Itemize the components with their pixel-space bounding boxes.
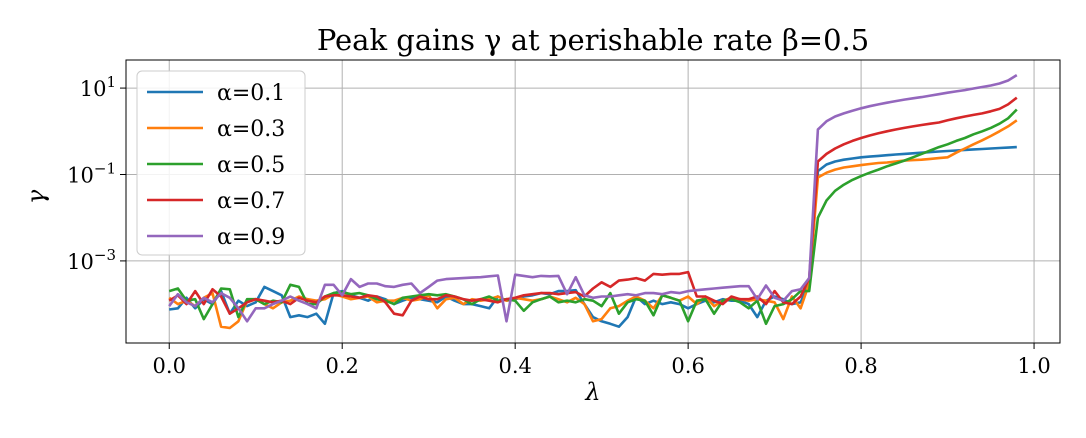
- x-tick-label: 0.4: [498, 354, 531, 378]
- series-line: [168, 119, 1018, 330]
- y-tick-label: 101: [80, 73, 116, 101]
- legend-label: α=0.5: [217, 153, 285, 178]
- legend-label: α=0.9: [217, 225, 285, 250]
- y-tick-label: 10−1: [67, 159, 116, 187]
- legend-label: α=0.3: [217, 117, 285, 142]
- y-tick-label: 10−3: [67, 246, 116, 274]
- series-line: [168, 73, 1018, 323]
- chart-title: Peak gains γ at perishable rate β=0.5: [317, 23, 869, 57]
- x-tick-label: 0.8: [844, 354, 877, 378]
- plot-frame: [125, 59, 1061, 344]
- x-tick-label: 0.0: [153, 354, 186, 378]
- legend-label: α=0.1: [217, 81, 285, 106]
- y-axis-ticks: 101 10−1 10−3: [67, 73, 126, 274]
- x-axis-label: λ: [584, 378, 600, 406]
- x-tick-label: 0.6: [671, 354, 704, 378]
- series-line: [168, 96, 1018, 317]
- series-layer: [168, 73, 1018, 330]
- legend: α=0.1 α=0.3 α=0.5 α=0.7 α=0.9: [136, 70, 306, 256]
- x-axis-ticks: 0.0 0.2 0.4 0.6 0.8 1.0: [153, 343, 1051, 378]
- y-axis-label: γ: [22, 189, 50, 204]
- legend-box: [136, 70, 306, 256]
- x-tick-label: 0.2: [326, 354, 359, 378]
- legend-label: α=0.7: [217, 189, 285, 214]
- x-tick-label: 1.0: [1017, 354, 1050, 378]
- series-line: [169, 145, 1017, 329]
